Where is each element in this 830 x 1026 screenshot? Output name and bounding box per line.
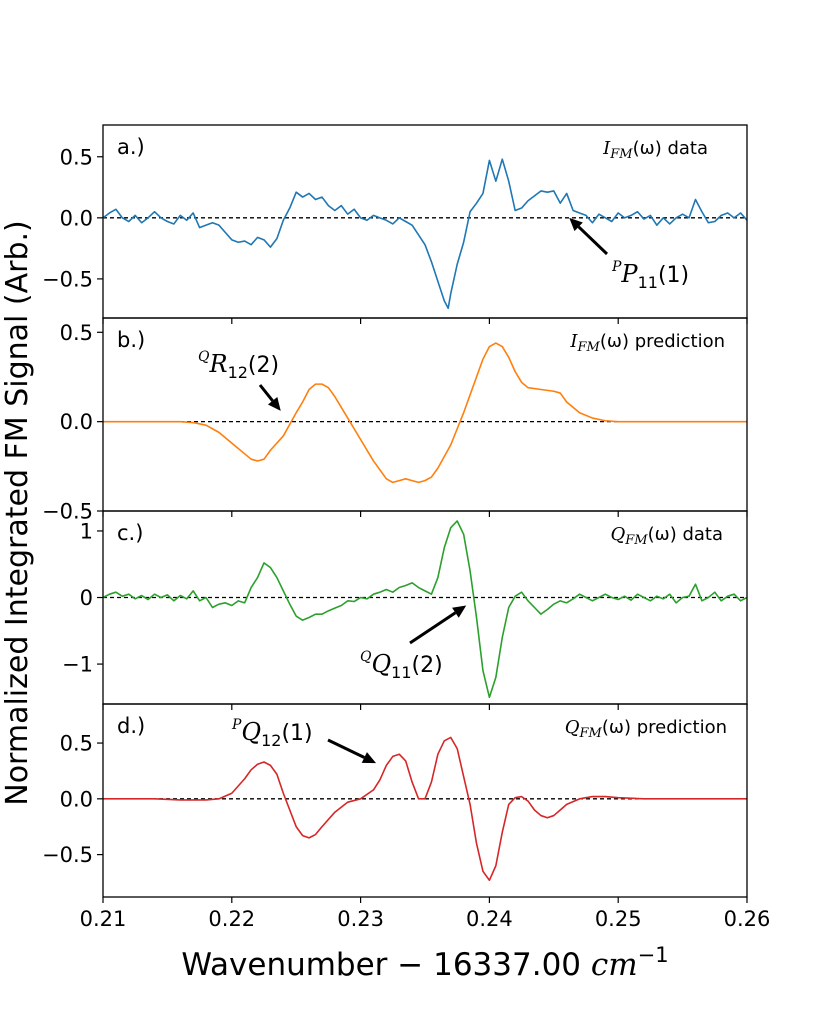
annotation-subscript: 12 [261,731,281,750]
panel-title-suffix: data [662,138,708,159]
annotation-label: PQ12(1) [231,717,313,750]
panel-title: QFM(ω) data [611,524,724,548]
panel-title-suffix: data [677,524,723,545]
annotation-label: PP11(1) [611,259,689,292]
panel-title: IFM(ω) prediction [569,331,725,355]
panel-title-argument: (ω) [602,717,631,738]
annotation-argument: (2) [412,653,443,678]
y-tick-label: 0 [80,586,93,610]
panel-title-argument: (ω) [633,138,662,159]
panel-label: c.) [117,521,143,545]
y-tick-label: 0.5 [60,732,93,756]
annotation-arrow-head [569,217,583,232]
annotation-superscript: P [611,259,622,275]
annotation-main: R [208,350,227,378]
x-axis-label-text: Wavenumber − 16337.00 [181,947,591,983]
panel-title-symbol: I [602,138,611,159]
panel-title-symbol: Q [565,717,580,738]
panel-title-symbol: Q [611,524,626,545]
panel-frame [102,703,748,898]
x-tick-label: 0.26 [724,907,771,931]
annotation-arrow-shaft [577,225,609,256]
series-line [102,520,748,699]
panel-title-symbol: I [569,331,578,352]
y-tick-label: 0.5 [60,145,93,169]
annotation-arrow-shaft [258,384,274,402]
annotation-arrow-shaft [409,611,457,645]
y-tick-label: 0.0 [60,206,93,230]
y-tick-label: −0.5 [42,843,93,867]
panel-title-argument: (ω) [648,524,677,545]
annotation-arrow-shaft [327,738,365,759]
annotation-label: QQ11(2) [360,649,443,682]
y-tick-label: −1 [62,653,93,677]
panel-title: QFM(ω) prediction [565,717,727,741]
x-tick-label: 0.23 [337,907,384,931]
annotation-argument: (2) [248,353,279,378]
y-tick-label: 0.0 [60,787,93,811]
x-axis-label-unit-exponent: −1 [638,943,669,967]
x-tick-label: 0.24 [466,907,513,931]
annotation-argument: (1) [281,721,312,746]
series-line [103,342,747,484]
annotation-subscript: 12 [228,363,248,382]
annotation-arrow-head [361,752,377,764]
x-tick-label: 0.21 [80,907,127,931]
y-tick-label: 0.5 [60,321,93,345]
panel-label: d.) [117,714,145,738]
y-tick-label: −0.5 [42,267,93,291]
annotation-arrow-head [452,605,467,618]
annotation-superscript: Q [360,649,372,665]
annotation-main: Q [371,650,391,678]
annotation-superscript: Q [198,349,210,365]
series-line [103,736,747,882]
chart-panels: 0.50.0−0.5a.) IFM(ω) dataPP11(1)0.50.0−0.… [42,124,771,931]
annotation-main: Q [241,718,261,746]
y-tick-label: −0.5 [42,500,93,524]
x-axis-label-unit: cm [591,947,638,983]
x-tick-label: 0.22 [208,907,255,931]
annotation-main: P [620,260,638,288]
annotation-arrow-head [267,397,281,411]
panel-title-subscript: FM [609,147,633,162]
panel-label: a.) [117,135,145,159]
panel-title-suffix: prediction [629,331,725,352]
annotation-label: QR12(2) [198,349,279,382]
panel-title-subscript: FM [577,340,601,355]
annotation-subscript: 11 [638,273,658,292]
x-tick-label: 0.25 [595,907,642,931]
panel-title-subscript: FM [624,533,648,548]
panel-b: 0.5 0.0 −0.5 b.) IFM(ω) prediction QR12(2) [42,317,748,524]
series-line [102,158,748,310]
annotation-superscript: P [231,717,242,733]
annotation-subscript: 11 [391,663,411,682]
x-axis-label: Wavenumber − 16337.00 cm−1 [181,943,668,983]
y-tick-label: 0.0 [60,410,93,434]
y-tick-label: 1 [80,519,93,543]
panel-title: IFM(ω) data [602,138,708,162]
panel-title-suffix: prediction [631,717,727,738]
panel-label: b.) [117,328,145,352]
panel-title-subscript: FM [579,726,603,741]
annotation-argument: (1) [658,263,689,288]
y-axis-label: Normalized Integrated FM Signal (Arb.) [0,220,35,806]
panel-title-argument: (ω) [600,331,629,352]
panel-d: 0.50.0−0.50.21 0.22 0.23 0.24 0.25 0.26d.) QFM… [42,703,771,931]
